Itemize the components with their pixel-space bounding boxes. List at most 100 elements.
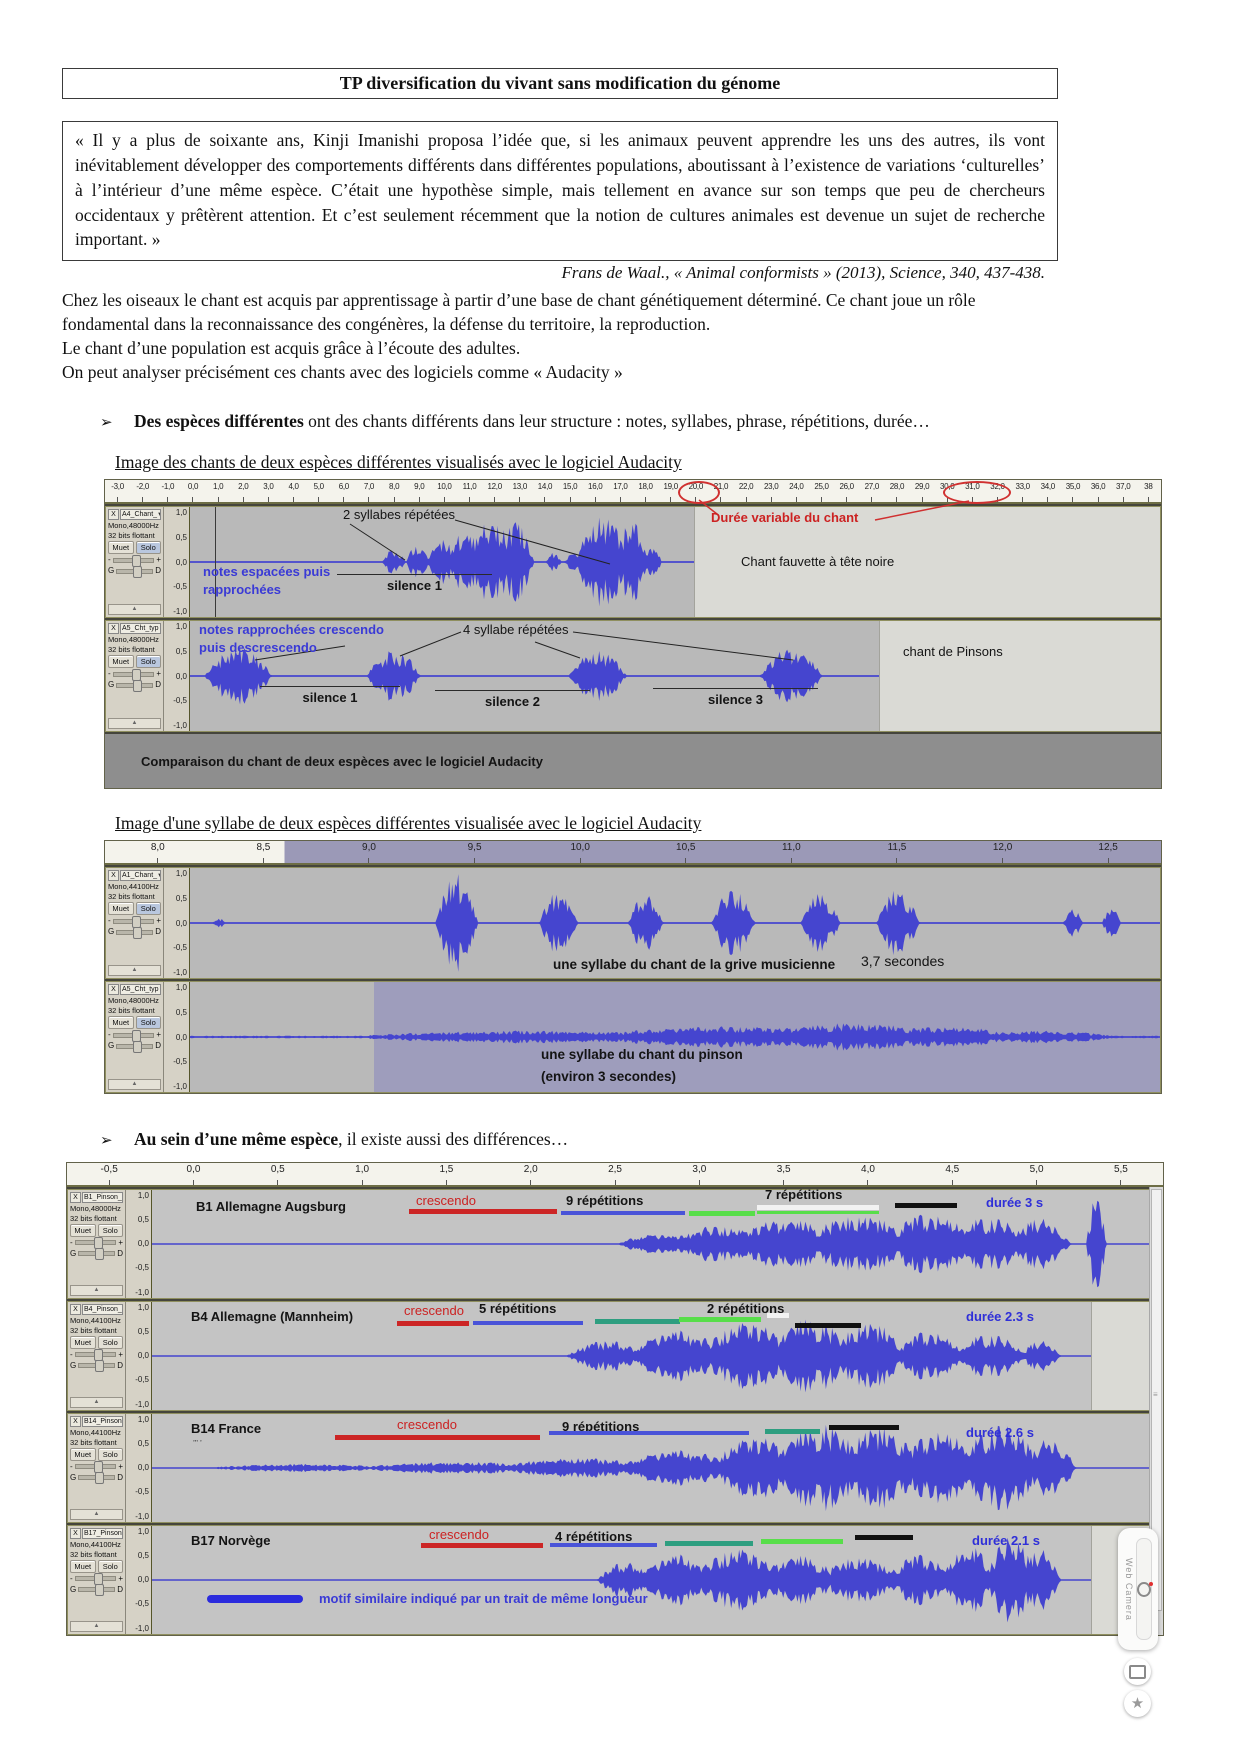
track-name-menu[interactable]: B1_Pinson_ ▼ [82, 1191, 123, 1203]
close-track-button[interactable]: X [70, 1191, 81, 1203]
slider-thumb[interactable] [131, 1029, 141, 1042]
gain-slider[interactable]: - + [70, 1573, 123, 1586]
slider-thumb[interactable] [131, 668, 141, 681]
close-track-button[interactable]: X [70, 1527, 81, 1539]
gain-slider[interactable]: - + [70, 1349, 123, 1362]
track-content[interactable] [190, 507, 1160, 618]
gain-slider[interactable]: - + [108, 1029, 161, 1042]
gain-plus-label: + [156, 916, 161, 926]
collapse-button[interactable]: ▲ [70, 1284, 123, 1296]
slider-thumb[interactable] [94, 1584, 104, 1597]
slider-thumb[interactable] [132, 679, 142, 692]
track-name-menu[interactable]: B17_Pinson ▼ [82, 1527, 123, 1539]
annotation-b4-label: B4 Allemagne (Mannheim) [191, 1308, 354, 1324]
screenshot-button[interactable] [1124, 1658, 1151, 1685]
pan-slider[interactable]: G D [108, 1040, 161, 1053]
web-camera-widget[interactable]: Web Camera [1118, 1528, 1158, 1650]
close-track-button[interactable]: X [70, 1303, 81, 1315]
track-content[interactable] [152, 1189, 1162, 1298]
collapse-button[interactable]: ▲ [70, 1508, 123, 1520]
track-name: A1_Chant_ [122, 872, 158, 880]
bullet-arrow-icon: ➢ [100, 415, 113, 432]
pan-slider[interactable]: G D [108, 679, 161, 692]
collapse-button[interactable]: ▲ [108, 965, 161, 977]
slider-thumb[interactable] [132, 926, 142, 939]
track-content[interactable] [190, 868, 1160, 979]
solo-button[interactable]: Solo [97, 1559, 123, 1573]
close-track-button[interactable]: X [108, 509, 119, 521]
pan-slider[interactable]: G D [108, 926, 161, 939]
mute-button[interactable]: Muet [70, 1447, 96, 1461]
b17-green-bar [761, 1538, 843, 1544]
track-name-menu[interactable]: B4_Pinson_ ▼ [82, 1303, 123, 1315]
track-name-menu[interactable]: B14_Pinson ▼ [82, 1415, 123, 1427]
camera-icon[interactable] [1136, 1538, 1153, 1640]
gain-slider[interactable]: - + [108, 915, 161, 928]
vertical-scrollbar[interactable] [1149, 1186, 1163, 1635]
slider-thumb[interactable] [94, 1248, 104, 1261]
track-name-menu[interactable]: A1_Chant_ ▼ [120, 870, 161, 882]
timeline-ruler[interactable]: -0,5 0,0 0,5 1,0 1,5 2,0 2,5 3,0 3,5 4,0 4,5 5,0 5,5 [67, 1162, 1164, 1187]
collapse-button[interactable]: ▲ [108, 604, 161, 616]
timeline-ruler[interactable]: 8,0 8,5 9,0 9,5 10,0 10,5 11,0 11,5 12,0 12,5 [105, 841, 1161, 866]
track-content[interactable] [190, 982, 1160, 1093]
pan-slider[interactable]: G D [70, 1584, 123, 1597]
mute-button[interactable]: Muet [70, 1559, 96, 1573]
solo-button[interactable]: Solo [135, 902, 161, 916]
gain-slider[interactable]: - + [70, 1237, 123, 1250]
solo-button[interactable]: Solo [97, 1223, 123, 1237]
mute-button[interactable]: Muet [108, 541, 134, 555]
solo-button[interactable]: Solo [97, 1335, 123, 1349]
close-track-button[interactable]: X [70, 1415, 81, 1427]
close-track-button[interactable]: X [108, 623, 119, 635]
bullet-arrow-icon: ➢ [100, 1133, 113, 1150]
solo-button[interactable]: Solo [135, 541, 161, 555]
collapse-button[interactable]: ▲ [108, 718, 161, 730]
collapse-button[interactable]: ▲ [70, 1620, 123, 1632]
annotation-b1-repetitions: 9 répétitions [566, 1192, 644, 1208]
slider-thumb[interactable] [131, 554, 141, 567]
pan-slider[interactable]: G D [70, 1360, 123, 1373]
track-name-menu[interactable]: A5_Cht_typ ▼ [120, 984, 161, 996]
mute-button[interactable]: Muet [108, 655, 134, 669]
caption-bar: Comparaison du chant de deux espèces ave… [105, 734, 1161, 789]
b14-black-bar [829, 1424, 899, 1430]
track-name-menu[interactable]: A5_Cht_typ ▼ [120, 623, 161, 635]
solo-button[interactable]: Solo [135, 1016, 161, 1030]
slider-thumb[interactable] [94, 1360, 104, 1373]
solo-button[interactable]: Solo [135, 655, 161, 669]
slider-thumb[interactable] [131, 915, 141, 928]
b17-blue-bar [550, 1542, 657, 1547]
star-button[interactable]: ★ [1124, 1690, 1151, 1717]
track-name-menu[interactable]: A4_Chant_ ▼ [120, 509, 161, 521]
pan-slider[interactable]: G D [70, 1248, 123, 1261]
close-track-button[interactable]: X [108, 984, 119, 996]
track-content[interactable] [190, 621, 1160, 732]
collapse-button[interactable]: ▲ [70, 1396, 123, 1408]
pan-slider[interactable]: G D [70, 1472, 123, 1485]
slider-thumb[interactable] [94, 1472, 104, 1485]
mute-button[interactable]: Muet [70, 1335, 96, 1349]
waveform [152, 1424, 1162, 1511]
mute-button[interactable]: Muet [70, 1223, 96, 1237]
vertical-scale: 1,0 0,5 0,0 -0,5 -1,0 [126, 1525, 152, 1634]
pan-left-label: G [108, 1041, 115, 1051]
slider-thumb[interactable] [132, 1040, 142, 1053]
solo-button[interactable]: Solo [97, 1447, 123, 1461]
track-name: B14_Pinson [84, 1417, 122, 1425]
slider-thumb[interactable] [132, 565, 142, 578]
pan-slider[interactable]: G D [108, 565, 161, 578]
mute-button[interactable]: Muet [108, 902, 134, 916]
gain-slider[interactable]: - + [70, 1461, 123, 1474]
pan-left-label: G [108, 566, 115, 576]
track-content[interactable] [152, 1413, 1162, 1522]
gain-slider[interactable]: - + [108, 668, 161, 681]
b14-teal-bar [765, 1428, 820, 1434]
track-content[interactable] [152, 1525, 1162, 1634]
gain-slider[interactable]: - + [108, 554, 161, 567]
quote-box: « Il y a plus de soixante ans, Kinji Ima… [62, 121, 1058, 262]
close-track-button[interactable]: X [108, 870, 119, 882]
track-control-panel: X B4_Pinson_ ▼ Mono,44100Hz 32 bits flot… [68, 1301, 126, 1410]
mute-button[interactable]: Muet [108, 1016, 134, 1030]
collapse-button[interactable]: ▲ [108, 1079, 161, 1091]
